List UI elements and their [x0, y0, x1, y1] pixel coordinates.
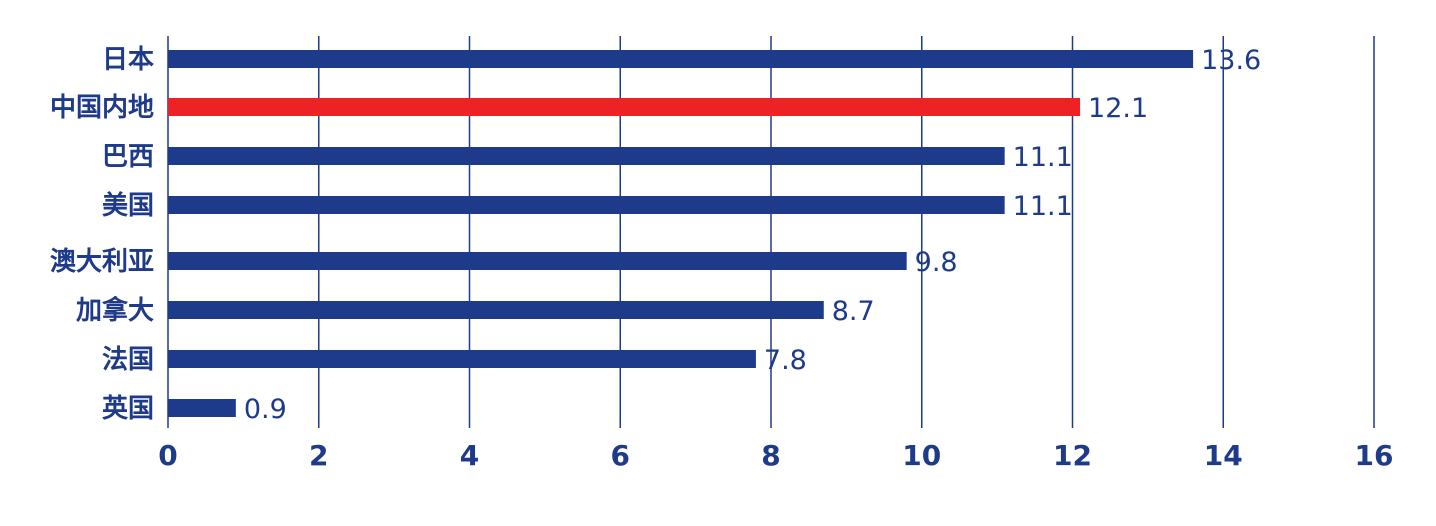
data-label: 8.7 [832, 296, 875, 327]
bars [168, 50, 1194, 417]
x-tick-label: 8 [761, 439, 780, 472]
bar [168, 301, 824, 319]
bar [168, 50, 1194, 68]
x-tick-label: 2 [309, 439, 328, 472]
category-label: 美国 [102, 190, 154, 221]
x-tick-label: 12 [1053, 439, 1092, 472]
value-labels: 13.6 12.1 11.1 11.1 9.8 8.7 7.8 0.9 [244, 45, 1261, 425]
bar [168, 196, 1005, 214]
data-label: 9.8 [915, 247, 958, 278]
x-tick-label: 0 [158, 439, 177, 472]
bar [168, 98, 1081, 116]
category-label: 巴西 [102, 142, 154, 172]
x-tick-label: 10 [902, 439, 941, 472]
bar [168, 399, 236, 417]
data-label: 11.1 [1013, 191, 1073, 222]
data-label: 13.6 [1201, 45, 1261, 76]
data-label: 12.1 [1088, 93, 1148, 124]
category-label: 澳大利亚 [50, 247, 154, 277]
x-tick-label: 14 [1204, 439, 1243, 472]
data-label: 0.9 [244, 394, 287, 425]
category-label: 法国 [102, 345, 154, 375]
x-tick-label: 6 [611, 439, 630, 472]
data-label: 11.1 [1013, 142, 1073, 173]
data-label: 7.8 [764, 345, 807, 376]
bar [168, 252, 907, 270]
x-tick-label: 4 [460, 439, 479, 472]
x-tick-label: 16 [1355, 439, 1394, 472]
x-axis-tick-labels: 0 2 4 6 8 10 12 14 16 [158, 439, 1393, 472]
bar [168, 147, 1005, 165]
category-label: 英国 [102, 394, 154, 424]
category-label: 中国内地 [50, 93, 154, 123]
category-label: 加拿大 [76, 295, 154, 326]
category-label: 日本 [102, 45, 154, 75]
bar [168, 350, 756, 368]
